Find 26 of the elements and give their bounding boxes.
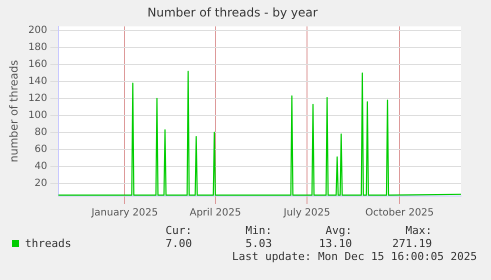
y-tick-label: 100 [28,110,48,122]
chart-title: Number of threads - by year [147,5,318,20]
x-tick-label: January 2025 [90,208,158,219]
text: 5.03 [244,237,272,250]
text: Min: [244,224,272,237]
y-tick-label: 140 [28,76,48,88]
x-tick-label: April 2025 [190,208,242,219]
text: Last update: Mon Dec 15 16:00:05 2025 [230,250,478,263]
text: Cur: [164,224,192,237]
text: 13.10 [318,237,352,250]
text: Avg: [324,224,352,237]
y-tick-label: 20 [34,178,48,189]
y-axis-title: number of threads [7,60,20,162]
y-tick-label: 160 [28,59,48,70]
y-tick-label: 200 [28,25,48,36]
y-tick-label: 120 [28,93,48,104]
y-tick-label: 40 [34,160,48,172]
x-tick-label: July 2025 [282,208,330,219]
text: 7.00 [164,237,192,250]
y-tick-label: 60 [34,144,48,155]
y-tick-label: 180 [28,42,48,54]
y-tick-label: 80 [34,126,48,138]
x-tick-label: October 2025 [365,208,434,219]
text: Max: [404,224,432,237]
legend-label: threads [25,237,72,250]
text: 271.19 [391,237,432,250]
